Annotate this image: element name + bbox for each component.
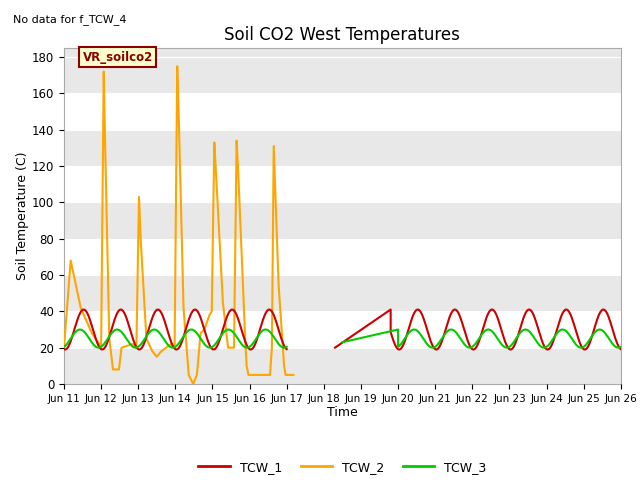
Bar (64, 312, 621, 348)
Bar (64, 166, 621, 203)
Y-axis label: Soil Temperature (C): Soil Temperature (C) (16, 152, 29, 280)
Text: VR_soilco2: VR_soilco2 (83, 51, 153, 64)
X-axis label: Time: Time (327, 407, 358, 420)
Text: No data for f_TCW_4: No data for f_TCW_4 (13, 14, 126, 25)
Legend: TCW_1, TCW_2, TCW_3: TCW_1, TCW_2, TCW_3 (193, 456, 492, 479)
Bar (64, 94, 621, 130)
Bar (64, 239, 621, 275)
Title: Soil CO2 West Temperatures: Soil CO2 West Temperatures (225, 25, 460, 44)
